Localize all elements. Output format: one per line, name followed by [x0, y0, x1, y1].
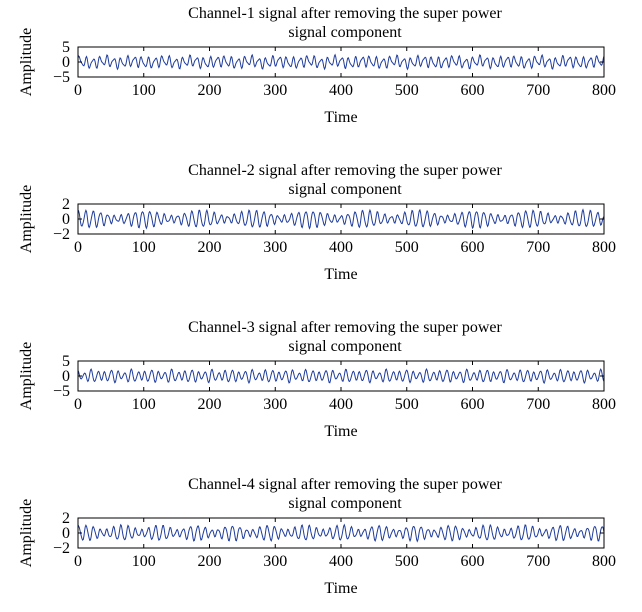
- x-tick-label: 200: [198, 396, 222, 413]
- y-tick-label: 2: [62, 510, 70, 527]
- y-axis-label: Amplitude: [18, 499, 35, 567]
- x-tick-label: 300: [263, 82, 287, 99]
- x-tick-label: 300: [263, 553, 287, 570]
- x-tick-label: 0: [74, 396, 82, 413]
- chart-panel-1: Channel-1 signal after removing the supe…: [18, 5, 616, 126]
- x-tick-label: 500: [395, 239, 419, 256]
- y-tick-label: 5: [62, 353, 70, 370]
- x-tick-label: 400: [329, 239, 353, 256]
- x-tick-label: 400: [329, 553, 353, 570]
- y-axis-label: Amplitude: [18, 342, 35, 410]
- x-tick-label: 100: [132, 82, 156, 99]
- y-tick-label: 0: [62, 525, 70, 542]
- x-tick-label: 700: [526, 553, 550, 570]
- x-tick-label: 600: [461, 553, 485, 570]
- x-axis-label: Time: [324, 109, 357, 126]
- y-tick-label: −2: [53, 540, 70, 557]
- chart-panel-3: Channel-3 signal after removing the supe…: [18, 319, 616, 440]
- y-tick-label: −2: [53, 226, 70, 243]
- x-tick-label: 200: [198, 553, 222, 570]
- plot-frame: [77, 203, 605, 235]
- x-axis-label: Time: [324, 266, 357, 283]
- x-tick-label: 600: [461, 239, 485, 256]
- y-tick-label: −5: [53, 383, 70, 400]
- x-tick-label: 600: [461, 82, 485, 99]
- y-axis-label: Amplitude: [18, 185, 35, 253]
- chart-panel-2: Channel-2 signal after removing the supe…: [18, 162, 616, 283]
- series-line-1: [77, 53, 605, 71]
- y-tick-label: 0: [62, 54, 70, 71]
- y-axis-label: Amplitude: [18, 28, 35, 96]
- x-tick-label: 800: [592, 396, 616, 413]
- x-tick-label: 100: [132, 239, 156, 256]
- x-tick-label: 700: [526, 239, 550, 256]
- x-tick-label: 300: [263, 239, 287, 256]
- y-tick-label: −5: [53, 69, 70, 86]
- x-tick-label: 100: [132, 553, 156, 570]
- chart-title-line2: signal component: [288, 181, 402, 198]
- x-tick-label: 800: [592, 239, 616, 256]
- x-tick-label: 600: [461, 396, 485, 413]
- x-tick-label: 500: [395, 82, 419, 99]
- x-tick-label: 800: [592, 82, 616, 99]
- y-tick-label: 5: [62, 39, 70, 56]
- x-tick-label: 800: [592, 553, 616, 570]
- chart-title-line1: Channel-1 signal after removing the supe…: [188, 5, 502, 22]
- chart-title-line1: Channel-2 signal after removing the supe…: [188, 162, 502, 179]
- x-tick-label: 0: [74, 553, 82, 570]
- x-tick-label: 300: [263, 396, 287, 413]
- x-tick-label: 500: [395, 553, 419, 570]
- x-axis-label: Time: [324, 423, 357, 440]
- x-tick-label: 100: [132, 396, 156, 413]
- series-line-1: [77, 367, 605, 385]
- y-tick-label: 2: [62, 196, 70, 213]
- series-line-1: [77, 208, 605, 230]
- x-tick-label: 0: [74, 82, 82, 99]
- x-tick-label: 700: [526, 82, 550, 99]
- chart-title-line1: Channel-4 signal after removing the supe…: [188, 476, 502, 493]
- x-axis-label: Time: [324, 580, 357, 597]
- chart-panel-4: Channel-4 signal after removing the supe…: [18, 476, 616, 597]
- plot-frame: [77, 517, 605, 549]
- y-tick-label: 0: [62, 368, 70, 385]
- x-tick-label: 200: [198, 239, 222, 256]
- x-tick-label: 0: [74, 239, 82, 256]
- x-tick-label: 200: [198, 82, 222, 99]
- chart-title-line2: signal component: [288, 495, 402, 512]
- chart-title-line2: signal component: [288, 338, 402, 355]
- chart-title-line2: signal component: [288, 24, 402, 41]
- series-line-1: [77, 523, 605, 543]
- x-tick-label: 400: [329, 82, 353, 99]
- x-tick-label: 500: [395, 396, 419, 413]
- x-tick-label: 700: [526, 396, 550, 413]
- x-tick-label: 400: [329, 396, 353, 413]
- y-tick-label: 0: [62, 211, 70, 228]
- chart-title-line1: Channel-3 signal after removing the supe…: [188, 319, 502, 336]
- plot-frame: [77, 46, 605, 78]
